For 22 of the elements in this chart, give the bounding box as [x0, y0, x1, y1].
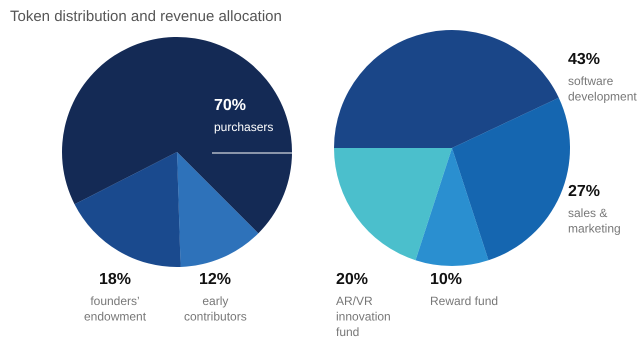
chart-title: Token distribution and revenue allocation: [10, 8, 282, 25]
data-label: 43%: [568, 51, 600, 68]
slice-label: AR/VR innovation fund: [336, 294, 391, 340]
slice-label: Reward fund: [430, 294, 498, 308]
pie-slice: [62, 37, 292, 234]
pie-slice: [416, 148, 488, 266]
pie-slice: [74, 152, 181, 267]
data-label: 20%: [336, 271, 368, 288]
slice-label: software development: [568, 74, 638, 104]
pie-slice: [334, 30, 559, 148]
data-label: 18%: [99, 271, 132, 288]
slice-label: purchasers: [214, 120, 274, 134]
slice-label: sales & marketing: [568, 206, 621, 236]
slice-label: early contributors: [184, 294, 247, 324]
data-label: 10%: [430, 271, 462, 288]
data-label: 12%: [199, 271, 232, 288]
pie-slice: [177, 152, 258, 267]
pie-slice: [452, 98, 570, 260]
data-label: 70%: [214, 97, 246, 114]
data-label: 27%: [568, 183, 600, 200]
slice-label: founders’ endowment: [84, 294, 147, 324]
pie-slice: [334, 148, 452, 260]
